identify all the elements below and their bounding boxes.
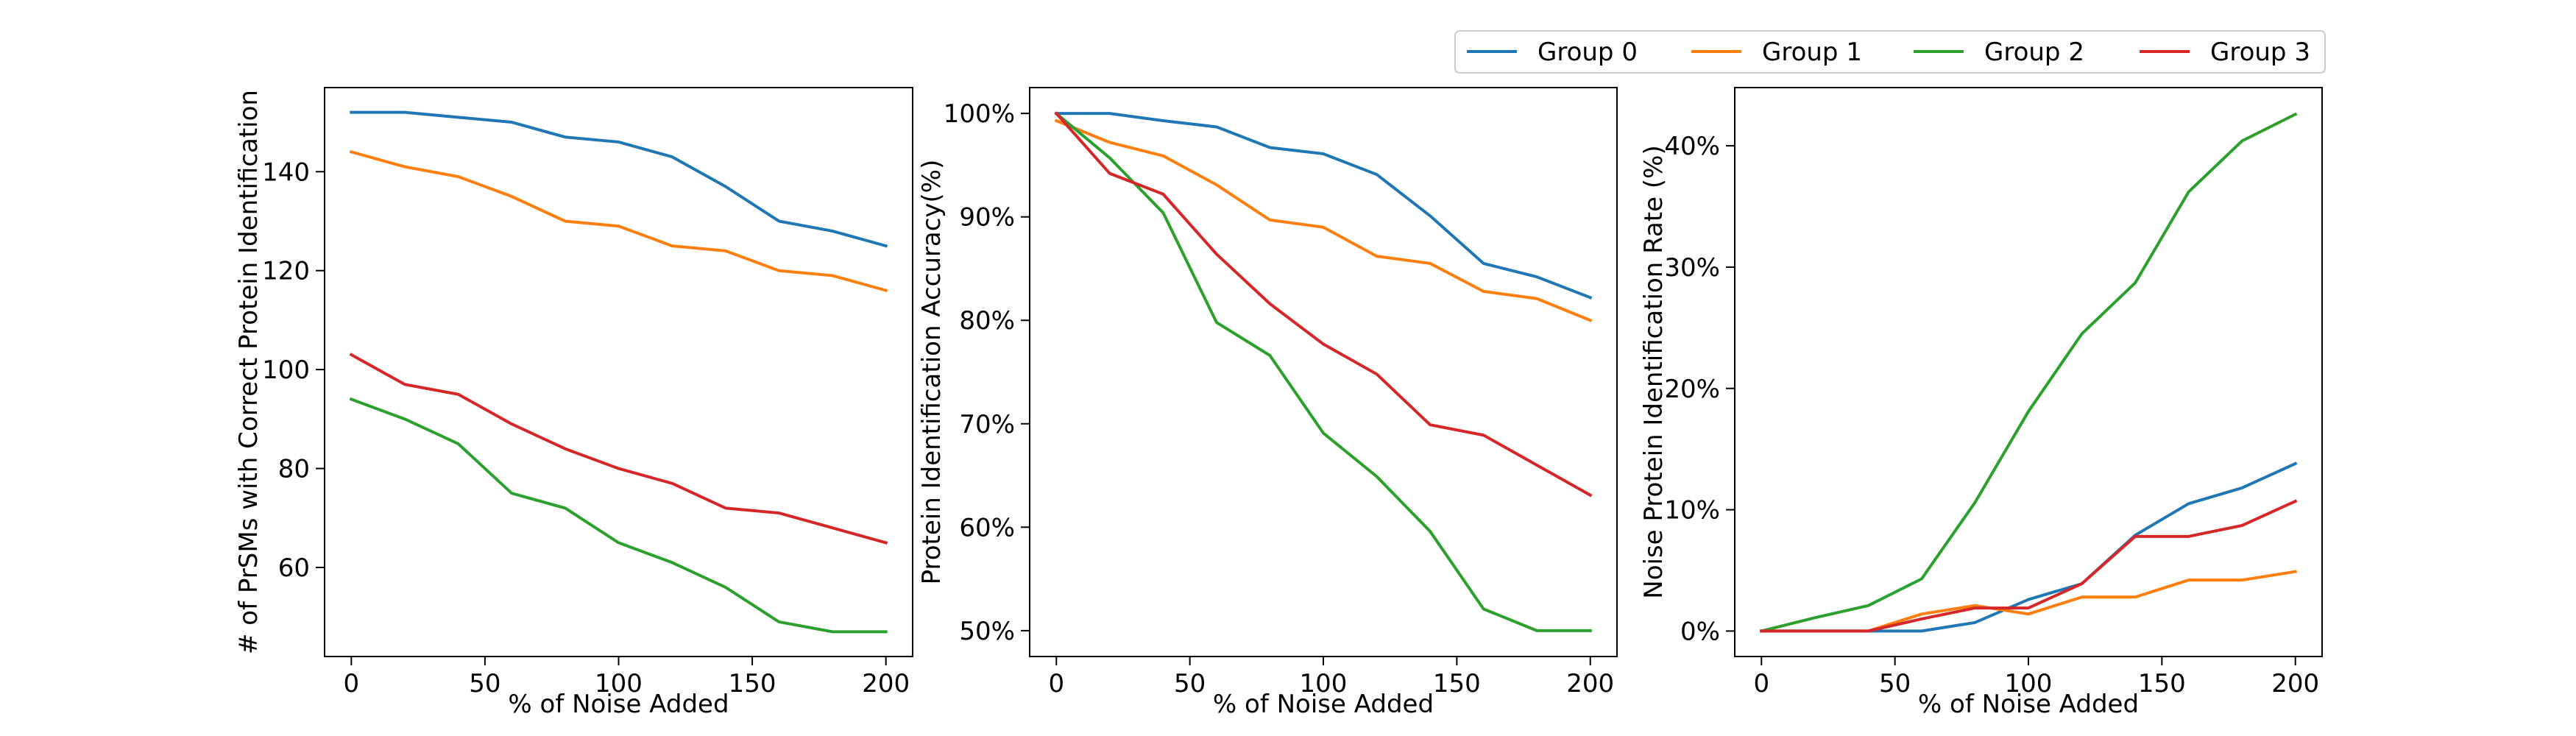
x-tick-label: 200 <box>1566 669 1614 698</box>
x-tick-label: 0 <box>1753 669 1769 698</box>
legend-label: Group 1 <box>1762 38 1862 67</box>
y-tick-label: 50% <box>959 617 1015 646</box>
x-axis-label: % of Noise Added <box>1213 690 1434 719</box>
series-line-group-3 <box>349 353 888 545</box>
series-line-group-2 <box>349 397 888 634</box>
y-tick-label: 10% <box>1664 496 1720 526</box>
x-tick-label: 0 <box>343 669 359 698</box>
series-line-group-1 <box>349 149 888 293</box>
legend-label: Group 2 <box>1984 38 2084 67</box>
series-line-group-1 <box>1760 570 2298 633</box>
y-axis-label: Protein Identification Accuracy(%) <box>917 160 946 585</box>
series-line-group-1 <box>1054 118 1593 322</box>
series-line-group-0 <box>1055 112 1593 300</box>
y-tick-label: 80% <box>959 306 1015 336</box>
series-line-group-3 <box>1760 499 2298 633</box>
y-tick-label: 60% <box>959 513 1015 542</box>
y-tick-label: 100 <box>262 355 310 385</box>
y-tick-label: 60 <box>278 553 310 583</box>
plot-frame <box>324 87 913 657</box>
y-tick-label: 80 <box>278 455 310 484</box>
x-tick-label: 150 <box>1433 669 1481 698</box>
x-tick-label: 50 <box>469 669 500 698</box>
chart-panels: 0 50 100 150 200 60 80 100 120 140 % of Noise Adde… <box>234 87 2323 719</box>
y-tick-label: 120 <box>262 257 310 286</box>
x-tick-label: 50 <box>1879 669 1911 698</box>
x-tick-label: 100 <box>2005 669 2053 698</box>
x-tick-label: 100 <box>595 669 643 698</box>
legend-label: Group 0 <box>1538 38 1638 67</box>
x-tick-label: 150 <box>2138 669 2186 698</box>
y-tick-label: 140 <box>262 158 310 187</box>
x-tick-label: 100 <box>1300 669 1348 698</box>
series-line-group-2 <box>1759 112 2298 633</box>
series-line-group-2 <box>1054 111 1592 632</box>
y-axis-label: # of PrSMs with Correct Protein Identifi… <box>234 90 263 654</box>
series-line-group-0 <box>350 110 888 248</box>
y-tick-label: 90% <box>959 203 1015 233</box>
x-axis-label: % of Noise Added <box>1918 690 2139 719</box>
legend-frame <box>1454 30 2326 74</box>
y-tick-label: 100% <box>944 99 1015 129</box>
plot-frame <box>1734 87 2323 657</box>
y-tick-label: 20% <box>1664 375 1720 404</box>
y-tick-label: 70% <box>959 410 1015 439</box>
x-tick-label: 50 <box>1174 669 1206 698</box>
x-tick-label: 0 <box>1048 669 1064 698</box>
y-axis-label: Noise Protein Identification Rate (%) <box>1639 145 1669 598</box>
chart-panel-1: 0 50 100 150 200 60 80 100 120 140 % of Noise Adde… <box>234 87 913 719</box>
series-line-group-0 <box>1760 461 2298 633</box>
x-tick-label: 150 <box>729 669 776 698</box>
legend-label: Group 3 <box>2210 38 2310 67</box>
x-tick-label: 200 <box>862 669 910 698</box>
plot-frame <box>1029 87 1618 657</box>
y-tick-label: 30% <box>1664 253 1720 283</box>
legend-entry-group-1: Group 1 <box>1691 38 1862 67</box>
series-line-group-3 <box>1054 111 1593 498</box>
chart-panel-3: 0 50 100 150 200 0% 10% 20% 30% 40% % of Noise Add… <box>1639 87 2323 719</box>
y-tick-label: 40% <box>1664 132 1720 161</box>
legend-entry-group-3: Group 3 <box>2140 38 2310 67</box>
legend-entry-group-2: Group 2 <box>1914 38 2084 67</box>
chart-panel-2: 0 50 100 150 200 50% 60% 70% 80% 90% 100% % of Nois… <box>917 87 1618 719</box>
legend-entry-group-0: Group 0 <box>1467 38 1638 67</box>
x-axis-label: % of Noise Added <box>508 690 729 719</box>
legend: Group 0 Group 1 Group 2 Group 3 <box>1454 30 2326 74</box>
x-tick-label: 200 <box>2271 669 2319 698</box>
y-tick-label: 0% <box>1680 617 1720 646</box>
